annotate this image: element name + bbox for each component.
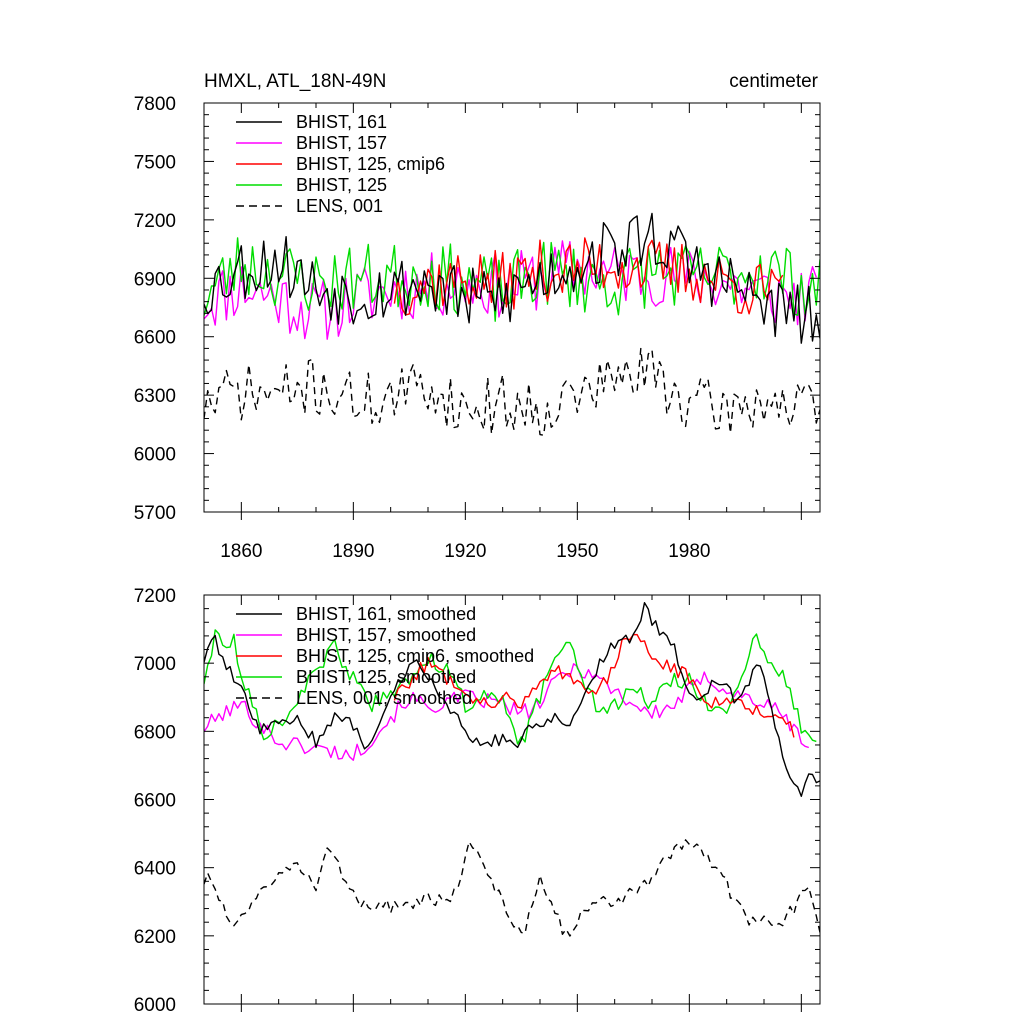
top-y-tick-label: 6300 bbox=[134, 386, 176, 407]
top-legend-label: BHIST, 125, cmip6 bbox=[296, 154, 445, 174]
bottom-y-tick-label: 7000 bbox=[134, 654, 176, 675]
top-x-tick-label: 1920 bbox=[444, 541, 486, 562]
top-series-lens-001 bbox=[204, 347, 820, 436]
top-x-tick-label: 1980 bbox=[668, 541, 710, 562]
bottom-series-bhist-125-cmip6-smoothed bbox=[393, 633, 795, 738]
bottom-legend-label: LENS, 001, smoothed bbox=[296, 688, 472, 708]
top-legend-label: LENS, 001 bbox=[296, 196, 383, 216]
top-y-tick-label: 7500 bbox=[134, 152, 176, 173]
top-x-tick-label: 1890 bbox=[332, 541, 374, 562]
bottom-legend-label: BHIST, 125, cmip6, smoothed bbox=[296, 646, 534, 666]
top-y-tick-label: 6000 bbox=[134, 445, 176, 466]
top-chart-panel: 5700 6000 6300 6600 6900 7200 7500 7800 1860 1890… bbox=[134, 94, 821, 562]
top-chart-title: HMXL, ATL_18N-49N bbox=[204, 71, 386, 92]
bottom-y-tick-label: 6200 bbox=[134, 927, 176, 948]
top-y-tick-label: 7800 bbox=[134, 94, 176, 115]
bottom-y-tick-label: 6000 bbox=[134, 995, 176, 1016]
top-chart-units: centimeter bbox=[729, 71, 818, 92]
bottom-series-bhist-161-smoothed bbox=[204, 602, 820, 797]
bottom-y-tick-label: 6800 bbox=[134, 722, 176, 743]
top-y-tick-label: 7200 bbox=[134, 211, 176, 232]
top-legend-label: BHIST, 125 bbox=[296, 175, 387, 195]
bottom-legend-label: BHIST, 161, smoothed bbox=[296, 604, 476, 624]
bottom-series-lens-001-smoothed bbox=[204, 839, 820, 937]
top-x-tick-label: 1860 bbox=[220, 541, 262, 562]
top-plot-frame bbox=[203, 102, 821, 513]
top-legend-label: BHIST, 157 bbox=[296, 133, 387, 153]
bottom-y-tick-label: 6600 bbox=[134, 791, 176, 812]
top-y-tick-label: 6600 bbox=[134, 328, 176, 349]
bottom-chart-panel: 6000 6200 6400 6600 6800 7000 7200 BHIST, 161, … bbox=[134, 586, 821, 1016]
top-y-tick-label: 5700 bbox=[134, 503, 176, 524]
bottom-series-bhist-125-smoothed bbox=[204, 629, 817, 745]
bottom-series-bhist-157-smoothed bbox=[204, 663, 810, 761]
bottom-legend-label: BHIST, 157, smoothed bbox=[296, 625, 476, 645]
top-x-tick-label: 1950 bbox=[556, 541, 598, 562]
bottom-y-tick-label: 7200 bbox=[134, 586, 176, 607]
top-series-bhist-161 bbox=[204, 212, 820, 344]
bottom-y-tick-label: 6400 bbox=[134, 859, 176, 880]
bottom-legend-label: BHIST, 125, smoothed bbox=[296, 667, 476, 687]
top-y-tick-label: 6900 bbox=[134, 269, 176, 290]
top-series-bhist-125-cmip6 bbox=[393, 237, 784, 316]
top-legend-label: BHIST, 161 bbox=[296, 112, 387, 132]
